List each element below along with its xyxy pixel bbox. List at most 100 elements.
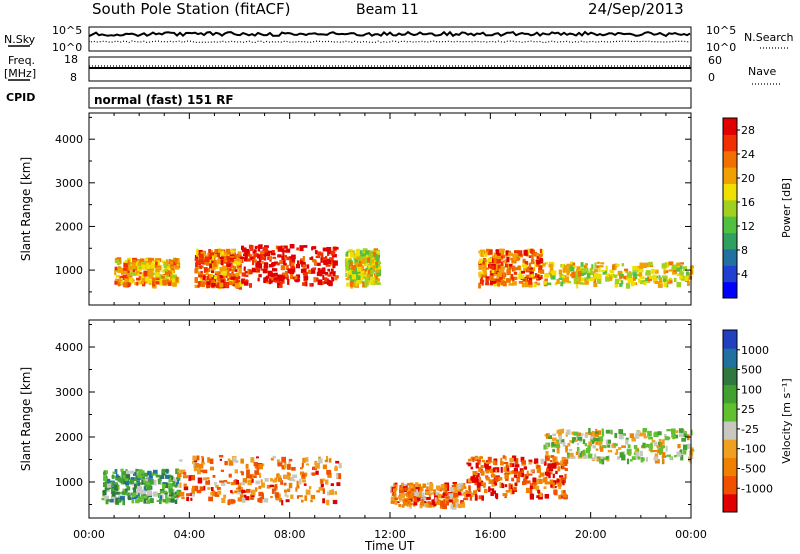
scatter-cell xyxy=(589,436,594,440)
scatter-cell xyxy=(327,259,332,264)
scatter-cell xyxy=(578,450,581,456)
scatter-cell xyxy=(402,500,408,506)
scatter-cell xyxy=(172,274,177,280)
scatter-cell xyxy=(591,457,596,461)
scatter-cell xyxy=(324,272,329,275)
scatter-cell xyxy=(672,433,676,440)
scatter-cell xyxy=(561,277,567,282)
scatter-cell xyxy=(234,490,239,494)
scatter-cell xyxy=(547,435,552,439)
scatter-cell xyxy=(642,282,647,286)
scatter-cell xyxy=(209,250,213,255)
scatter-cell xyxy=(401,488,405,493)
scatter-cell xyxy=(614,432,618,439)
scatter-cell xyxy=(588,428,591,434)
scatter-cell xyxy=(249,283,252,288)
scatter-cell xyxy=(261,482,265,488)
scatter-cell xyxy=(625,437,629,441)
scatter-cell xyxy=(200,251,206,255)
scatter-cell xyxy=(551,441,557,446)
scatter-cell xyxy=(164,490,167,493)
scatter-cell xyxy=(415,489,419,495)
scatter-cell xyxy=(138,266,144,270)
scatter-cell xyxy=(257,245,261,252)
scatter-cell xyxy=(219,266,224,272)
scatter-cell xyxy=(540,269,545,274)
scatter-cell xyxy=(134,491,139,495)
scatter-cell xyxy=(300,268,306,274)
scatter-cell xyxy=(646,457,648,462)
scatter-cell xyxy=(326,470,330,475)
scatter-cell xyxy=(211,270,214,273)
scatter-cell xyxy=(112,471,116,474)
scatter-cell xyxy=(126,470,130,475)
scatter-cell xyxy=(147,484,152,490)
scatter-cell xyxy=(597,440,602,446)
scatter-cell xyxy=(642,457,645,462)
scatter-cell xyxy=(477,481,481,488)
scatter-cell xyxy=(614,263,618,268)
scatter-cell xyxy=(292,260,295,264)
scatter-cell xyxy=(276,262,280,266)
scatter-cell xyxy=(469,462,472,465)
scatter-cell xyxy=(149,479,154,485)
scatter-cell xyxy=(509,458,514,463)
scatter-cell xyxy=(503,461,509,465)
scatter-cell xyxy=(268,256,272,261)
scatter-cell xyxy=(198,258,204,265)
x-tick-label: 00:00 xyxy=(73,528,105,541)
scatter-cell xyxy=(538,492,543,497)
scatter-cell xyxy=(238,486,241,490)
scatter-cell xyxy=(140,258,145,262)
scatter-cell xyxy=(500,461,504,466)
scatter-cell xyxy=(122,479,127,485)
scatter-cell xyxy=(298,495,303,498)
scatter-cell xyxy=(174,258,177,264)
scatter-cell xyxy=(315,277,319,282)
scatter-cell xyxy=(470,466,474,470)
scatter-cell xyxy=(399,496,403,501)
scatter-cell xyxy=(648,261,653,267)
scatter-cell xyxy=(267,270,273,277)
scatter-cell xyxy=(135,482,139,488)
scatter-cell xyxy=(284,271,288,277)
scatter-cell xyxy=(231,499,235,504)
colorbar-swatch xyxy=(723,402,737,422)
scatter-cell xyxy=(508,252,513,256)
scatter-cell xyxy=(605,265,608,271)
scatter-cell xyxy=(264,245,269,249)
scatter-cell xyxy=(161,270,165,273)
scatter-cell xyxy=(525,476,529,479)
scatter-cell xyxy=(233,261,238,265)
scatter-cell xyxy=(369,260,373,266)
scatter-cell xyxy=(229,273,235,278)
scatter-cell xyxy=(426,482,430,486)
scatter-cell xyxy=(478,258,484,264)
scatter-cell xyxy=(562,480,565,486)
scatter-cell xyxy=(233,266,236,270)
scatter-cell xyxy=(252,251,256,254)
scatter-cell xyxy=(137,473,142,479)
scatter-cell xyxy=(615,449,619,454)
scatter-cell xyxy=(273,261,278,265)
scatter-cell xyxy=(364,258,369,264)
scatter-cell xyxy=(481,280,484,286)
scatter-cell xyxy=(601,458,605,465)
scatter-cell xyxy=(236,261,241,266)
scatter-cell xyxy=(676,273,682,276)
scatter-cell xyxy=(322,498,326,504)
scatter-cell xyxy=(161,468,166,474)
scatter-cell xyxy=(480,274,483,281)
scatter-cell xyxy=(146,264,151,270)
scatter-cell xyxy=(370,250,374,254)
scatter-cell xyxy=(497,270,500,274)
scatter-cell xyxy=(223,494,227,499)
scatter-cell xyxy=(650,442,653,449)
scatter-cell xyxy=(472,457,475,462)
scatter-cell xyxy=(408,487,412,494)
scatter-cell xyxy=(489,264,492,269)
scatter-cell xyxy=(490,265,495,270)
scatter-cell xyxy=(144,258,149,264)
scatter-cell xyxy=(141,272,145,279)
scatter-cell xyxy=(291,267,296,273)
